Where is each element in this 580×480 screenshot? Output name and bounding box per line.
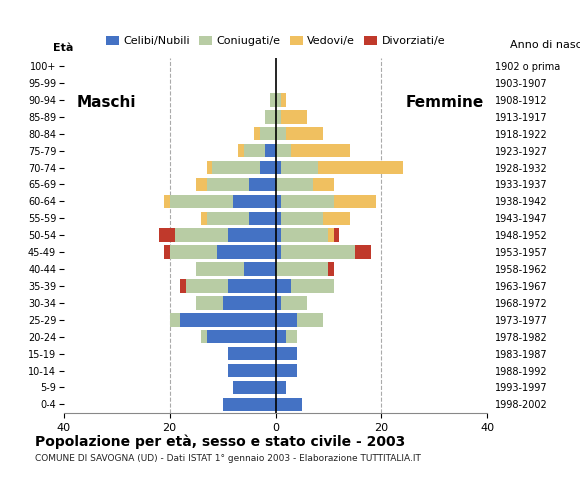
Bar: [233, 381, 276, 394]
Bar: [196, 296, 223, 310]
Bar: [334, 194, 376, 208]
Bar: [276, 262, 328, 276]
Bar: [286, 330, 296, 344]
Bar: [281, 194, 333, 208]
Bar: [218, 245, 276, 259]
Bar: [328, 228, 334, 242]
Bar: [276, 245, 281, 259]
Bar: [276, 127, 286, 141]
Bar: [223, 296, 276, 310]
Bar: [206, 212, 249, 225]
Bar: [281, 212, 323, 225]
Bar: [281, 245, 355, 259]
Bar: [281, 161, 318, 174]
Bar: [186, 279, 228, 293]
Bar: [291, 279, 334, 293]
Bar: [169, 313, 180, 326]
Bar: [276, 228, 281, 242]
Bar: [276, 279, 291, 293]
Bar: [201, 212, 206, 225]
Text: Maschi: Maschi: [77, 95, 136, 110]
Bar: [254, 127, 260, 141]
Bar: [233, 194, 276, 208]
Text: Femmine: Femmine: [406, 95, 484, 110]
Bar: [281, 296, 307, 310]
Bar: [196, 178, 206, 191]
Bar: [212, 161, 260, 174]
Bar: [159, 228, 175, 242]
Bar: [291, 144, 350, 157]
Bar: [276, 347, 297, 360]
Bar: [276, 212, 281, 225]
Bar: [228, 228, 276, 242]
Bar: [175, 228, 228, 242]
Bar: [276, 178, 313, 191]
Bar: [276, 381, 286, 394]
Bar: [228, 347, 276, 360]
Bar: [206, 178, 249, 191]
Bar: [164, 194, 169, 208]
Bar: [244, 144, 265, 157]
Legend: Celibi/Nubili, Coniugati/e, Vedovi/e, Divorziati/e: Celibi/Nubili, Coniugati/e, Vedovi/e, Di…: [101, 31, 450, 50]
Bar: [276, 330, 286, 344]
Bar: [265, 144, 276, 157]
Bar: [164, 245, 169, 259]
Bar: [281, 228, 328, 242]
Bar: [244, 262, 276, 276]
Bar: [276, 397, 302, 411]
Bar: [260, 127, 276, 141]
Bar: [323, 212, 350, 225]
Bar: [201, 330, 206, 344]
Bar: [276, 194, 281, 208]
Bar: [318, 161, 403, 174]
Bar: [334, 228, 339, 242]
Bar: [270, 93, 276, 107]
Bar: [223, 397, 276, 411]
Bar: [249, 178, 276, 191]
Bar: [180, 279, 186, 293]
Text: Anno di nascita: Anno di nascita: [510, 40, 580, 50]
Bar: [313, 178, 333, 191]
Bar: [169, 245, 218, 259]
Bar: [281, 93, 286, 107]
Bar: [249, 212, 276, 225]
Bar: [260, 161, 276, 174]
Bar: [180, 313, 276, 326]
Bar: [281, 110, 307, 123]
Bar: [276, 296, 281, 310]
Text: Popolazione per età, sesso e stato civile - 2003: Popolazione per età, sesso e stato civil…: [35, 434, 405, 449]
Bar: [276, 93, 281, 107]
Bar: [328, 262, 334, 276]
Text: COMUNE DI SAVOGNA (UD) - Dati ISTAT 1° gennaio 2003 - Elaborazione TUTTITALIA.IT: COMUNE DI SAVOGNA (UD) - Dati ISTAT 1° g…: [35, 454, 421, 463]
Bar: [206, 161, 212, 174]
Bar: [265, 110, 276, 123]
Bar: [228, 279, 276, 293]
Bar: [228, 364, 276, 377]
Bar: [297, 313, 323, 326]
Bar: [276, 110, 281, 123]
Bar: [196, 262, 244, 276]
Bar: [276, 144, 291, 157]
Bar: [286, 127, 323, 141]
Bar: [355, 245, 371, 259]
Bar: [206, 330, 276, 344]
Bar: [276, 161, 281, 174]
Bar: [276, 313, 297, 326]
Bar: [276, 364, 297, 377]
Text: Età: Età: [53, 43, 74, 52]
Bar: [169, 194, 233, 208]
Bar: [238, 144, 244, 157]
